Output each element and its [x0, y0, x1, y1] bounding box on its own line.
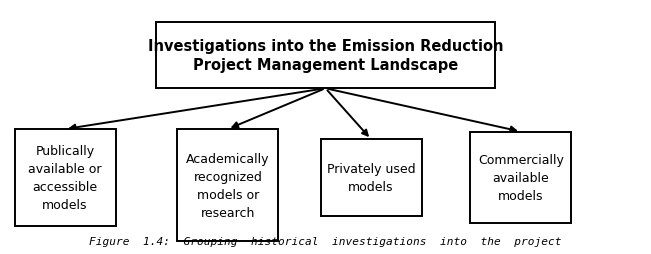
Text: Academically
recognized
models or
research: Academically recognized models or resear… — [186, 152, 270, 219]
Bar — [470, 132, 572, 224]
Text: Investigations into the Emission Reduction
Project Management Landscape: Investigations into the Emission Reducti… — [148, 39, 503, 73]
Bar — [15, 130, 116, 226]
Bar — [177, 130, 279, 241]
Text: Commercially
available
models: Commercially available models — [478, 153, 564, 202]
Bar — [156, 23, 495, 89]
Text: Privately used
models: Privately used models — [327, 162, 415, 193]
Bar — [320, 140, 422, 216]
Text: Figure  1.4:  Grouping  historical  investigations  into  the  project: Figure 1.4: Grouping historical investig… — [89, 236, 562, 246]
Text: Publically
available or
accessible
models: Publically available or accessible model… — [29, 145, 102, 211]
